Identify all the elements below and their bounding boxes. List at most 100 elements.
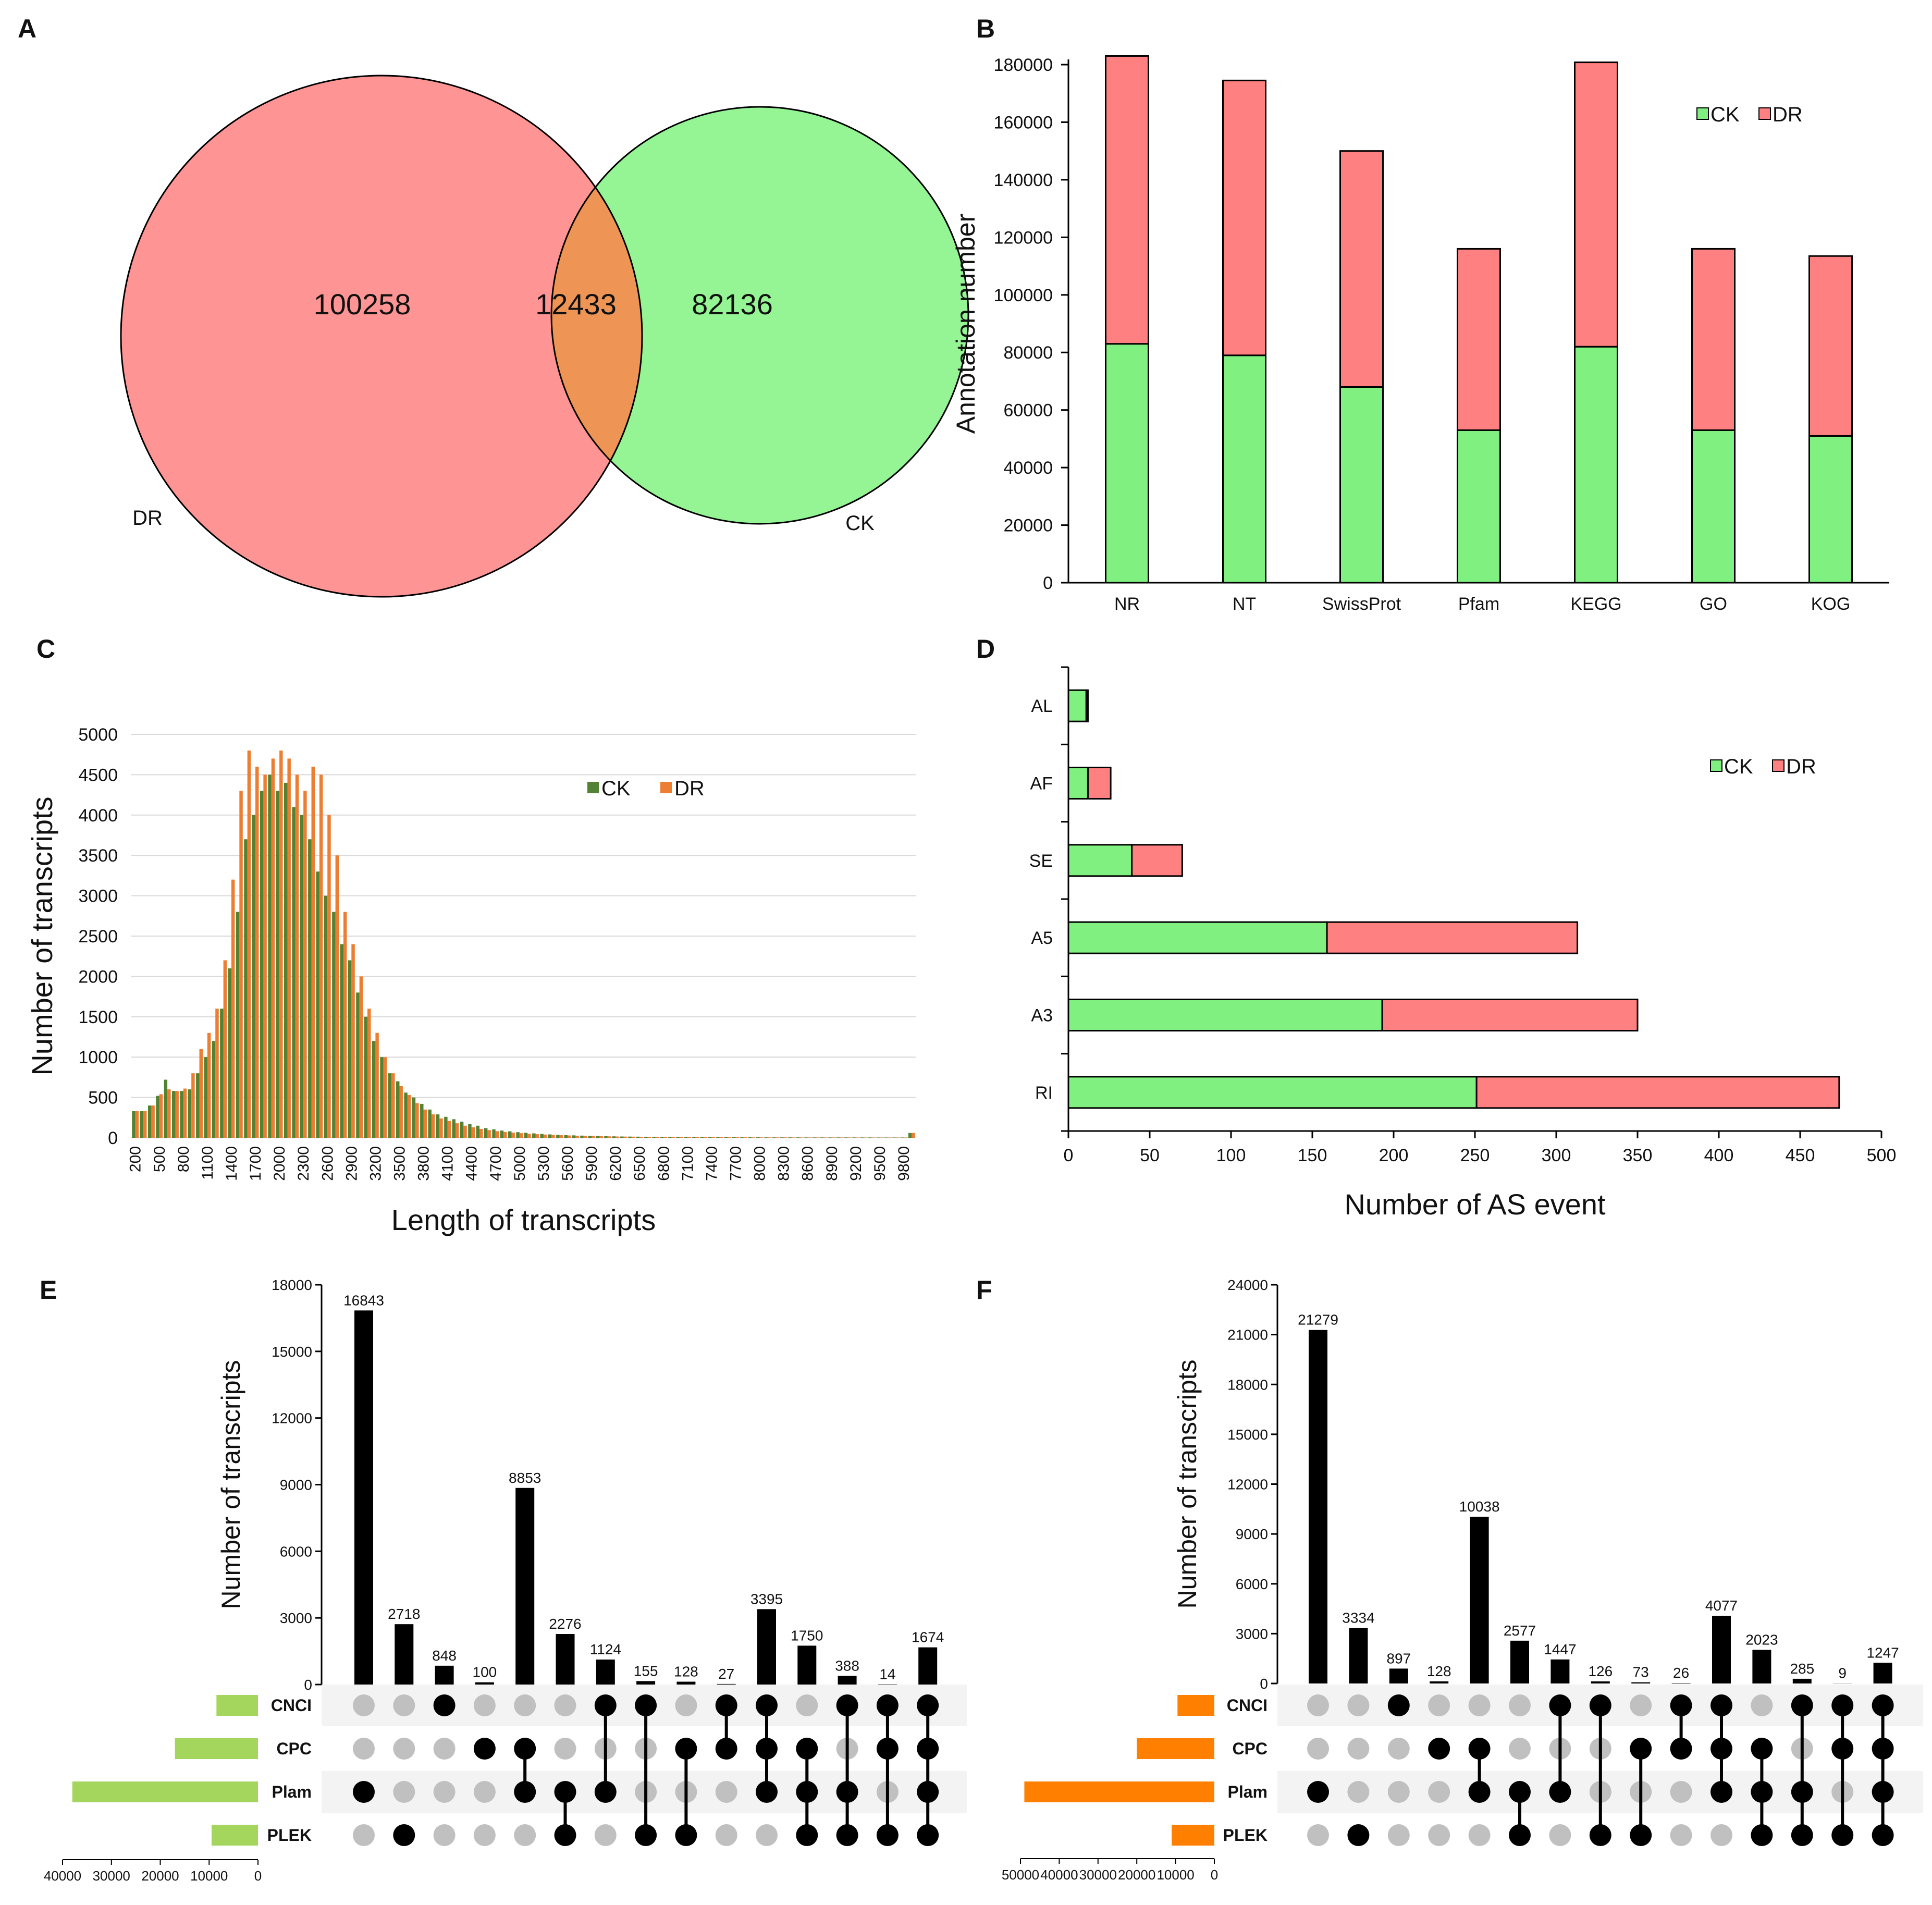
matrix-dot-empty — [554, 1738, 576, 1760]
intersection-count: 3334 — [1342, 1610, 1374, 1626]
x-tick-label: KOG — [1811, 594, 1851, 614]
bar-dr — [816, 1137, 819, 1138]
intersection-bar — [395, 1624, 414, 1685]
intersection-bar — [1631, 1682, 1651, 1683]
bar-dr — [391, 1073, 395, 1138]
bar-ck — [692, 1137, 696, 1138]
set-size-tick-label: 0 — [254, 1868, 262, 1884]
matrix-dot-empty — [1509, 1694, 1531, 1716]
intersection-count: 128 — [1427, 1663, 1451, 1679]
bar-dr — [551, 1135, 555, 1138]
x-axis-title: Number of AS event — [1344, 1188, 1606, 1221]
bar-ck — [284, 782, 288, 1138]
bar-ck — [804, 1137, 808, 1138]
intersection-count: 2577 — [1504, 1623, 1536, 1639]
intersection-count: 1447 — [1544, 1641, 1576, 1657]
y-tick-label: RI — [1035, 1083, 1053, 1103]
bar-ck — [852, 1137, 856, 1138]
bar-dr — [431, 1114, 435, 1138]
set-label-CNCI: CNCI — [1227, 1696, 1268, 1715]
x-tick-label: 9500 — [871, 1146, 889, 1181]
matrix-dot-empty — [1387, 1824, 1410, 1846]
intersection-bar — [1591, 1681, 1610, 1683]
bar-dr — [367, 1009, 371, 1138]
bar-ck — [228, 968, 231, 1138]
bar-ck — [588, 1136, 592, 1138]
matrix-dot-filled — [433, 1694, 456, 1716]
bar-dr — [527, 1134, 531, 1138]
intersection-bar — [1752, 1650, 1771, 1683]
bar-ck — [724, 1137, 728, 1138]
y-tick-label: 21000 — [1227, 1327, 1268, 1343]
y-tick-label: 0 — [1043, 573, 1053, 593]
intersection-bar — [918, 1647, 938, 1685]
matrix-dot-empty — [1509, 1738, 1531, 1760]
intersection-bar — [556, 1634, 575, 1685]
set-size-tick-label: 30000 — [93, 1868, 130, 1884]
bar-dr — [151, 1105, 155, 1138]
panel-label-a: A — [18, 14, 36, 43]
intersection-count: 2718 — [388, 1606, 420, 1622]
bar-ck — [740, 1137, 744, 1138]
bar-dr — [695, 1137, 699, 1138]
matrix-dot-empty — [756, 1824, 778, 1846]
matrix-dot-empty — [1307, 1824, 1329, 1846]
bar-ck-Pfam — [1457, 429, 1501, 584]
x-tick-label: 9200 — [847, 1146, 865, 1181]
venn-overlap-count: 12433 — [535, 288, 617, 321]
set-size-bar-PLEK — [211, 1825, 258, 1846]
bar-dr — [511, 1133, 515, 1138]
bar-dr — [711, 1137, 715, 1138]
bar-ck — [308, 839, 312, 1138]
matrix-dot-empty — [514, 1824, 536, 1846]
bar-dr — [135, 1111, 139, 1138]
matrix-dot-empty — [1428, 1694, 1450, 1716]
intersection-count: 14 — [879, 1666, 895, 1682]
y-tick-label: 6000 — [1236, 1576, 1268, 1592]
bar-dr — [447, 1121, 451, 1138]
bar-ck-GO — [1691, 429, 1736, 584]
intersection-count: 897 — [1386, 1650, 1411, 1666]
x-tick-label: 9800 — [895, 1146, 913, 1181]
bar-dr — [647, 1137, 651, 1138]
bar-ck — [268, 775, 272, 1138]
legend-ck-label: CK — [601, 777, 631, 800]
x-tick-label: 6200 — [607, 1146, 624, 1181]
set-label-PLEK: PLEK — [267, 1826, 312, 1845]
matrix-dot-filled — [1307, 1781, 1329, 1803]
bar-dr-SwissProt — [1339, 150, 1384, 388]
bar-ck — [244, 839, 248, 1138]
x-tick-label: 5900 — [583, 1146, 600, 1181]
y-axis-title: Number of transcripts — [1173, 1360, 1202, 1609]
y-tick-label: 40000 — [1003, 458, 1053, 478]
bar-ck — [540, 1134, 544, 1138]
matrix-dot-empty — [796, 1694, 818, 1716]
legend-dr-swatch — [1772, 759, 1785, 772]
bar-dr — [255, 766, 259, 1138]
venn-dr-circle — [121, 76, 642, 597]
y-tick-label: 60000 — [1003, 401, 1053, 421]
matrix-dot-empty — [1387, 1738, 1410, 1760]
intersection-bar — [1873, 1663, 1892, 1683]
intersection-bar — [1792, 1678, 1812, 1683]
bar-ck — [604, 1136, 608, 1138]
matrix-dot-empty — [1711, 1824, 1732, 1846]
bar-dr — [616, 1136, 619, 1138]
bar-ck — [644, 1136, 648, 1138]
y-tick-label: 3000 — [280, 1610, 312, 1626]
x-tick-label: 7400 — [703, 1146, 720, 1181]
x-tick-label: 2000 — [271, 1146, 288, 1181]
bar-ck — [172, 1091, 176, 1138]
matrix-dot-empty — [715, 1824, 737, 1846]
intersection-count: 2023 — [1745, 1632, 1778, 1648]
intersection-count: 73 — [1633, 1664, 1649, 1680]
bar-dr — [543, 1134, 547, 1138]
intersection-bar — [1309, 1330, 1327, 1683]
bar-dr — [912, 1133, 915, 1138]
bar-ck — [260, 791, 264, 1138]
bar-dr — [799, 1137, 803, 1138]
intersection-count: 2276 — [549, 1616, 581, 1632]
y-tick-label: 120000 — [994, 228, 1053, 248]
bar-ck — [556, 1135, 560, 1138]
intersection-count: 126 — [1588, 1663, 1613, 1679]
